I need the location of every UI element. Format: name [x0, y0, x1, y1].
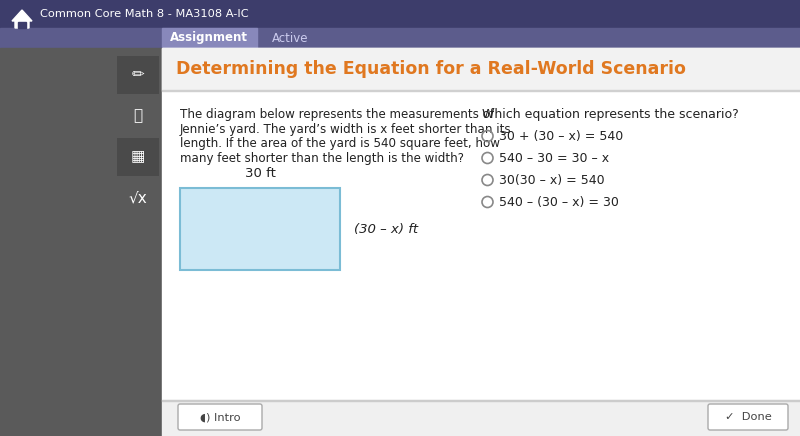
- Text: ✏: ✏: [132, 68, 144, 82]
- Text: Which equation represents the scenario?: Which equation represents the scenario?: [482, 108, 738, 121]
- FancyBboxPatch shape: [708, 404, 788, 430]
- Bar: [162, 400, 800, 401]
- Text: Active: Active: [272, 31, 309, 44]
- Text: Determining the Equation for a Real-World Scenario: Determining the Equation for a Real-Worl…: [176, 60, 686, 78]
- Bar: [117, 56, 159, 94]
- Text: 30(30 – x) = 540: 30(30 – x) = 540: [499, 174, 605, 187]
- Polygon shape: [12, 10, 32, 28]
- Bar: [162, 28, 257, 48]
- Bar: [117, 179, 159, 217]
- Bar: [18, 22, 26, 28]
- Text: 🎧: 🎧: [134, 109, 142, 123]
- Bar: [162, 90, 800, 91]
- Text: Assignment: Assignment: [170, 31, 248, 44]
- Text: 540 – (30 – x) = 30: 540 – (30 – x) = 30: [499, 195, 619, 208]
- Text: Common Core Math 8 - MA3108 A-IC: Common Core Math 8 - MA3108 A-IC: [40, 9, 249, 19]
- Text: length. If the area of the yard is 540 square feet, how: length. If the area of the yard is 540 s…: [180, 137, 500, 150]
- Text: ◖) Intro: ◖) Intro: [200, 412, 240, 422]
- Text: 540 – 30 = 30 – x: 540 – 30 = 30 – x: [499, 151, 609, 164]
- Bar: [117, 97, 159, 135]
- Text: 30 ft: 30 ft: [245, 167, 275, 180]
- Text: √x: √x: [129, 191, 147, 205]
- Bar: [180, 188, 340, 270]
- Text: ▦: ▦: [131, 150, 145, 164]
- Bar: [162, 48, 800, 90]
- Text: Jennie’s yard. The yard’s width is x feet shorter than its: Jennie’s yard. The yard’s width is x fee…: [180, 123, 512, 136]
- FancyBboxPatch shape: [178, 404, 262, 430]
- Text: 30 + (30 – x) = 540: 30 + (30 – x) = 540: [499, 129, 623, 143]
- Bar: [0, 28, 800, 48]
- Text: ✓  Done: ✓ Done: [725, 412, 771, 422]
- Bar: [162, 400, 800, 436]
- Text: (30 – x) ft: (30 – x) ft: [354, 222, 418, 235]
- Bar: [117, 138, 159, 176]
- Text: many feet shorter than the length is the width?: many feet shorter than the length is the…: [180, 151, 464, 164]
- Text: The diagram below represents the measurements of: The diagram below represents the measure…: [180, 108, 494, 121]
- Bar: [162, 48, 800, 400]
- Bar: [0, 0, 800, 28]
- Bar: [0, 48, 162, 436]
